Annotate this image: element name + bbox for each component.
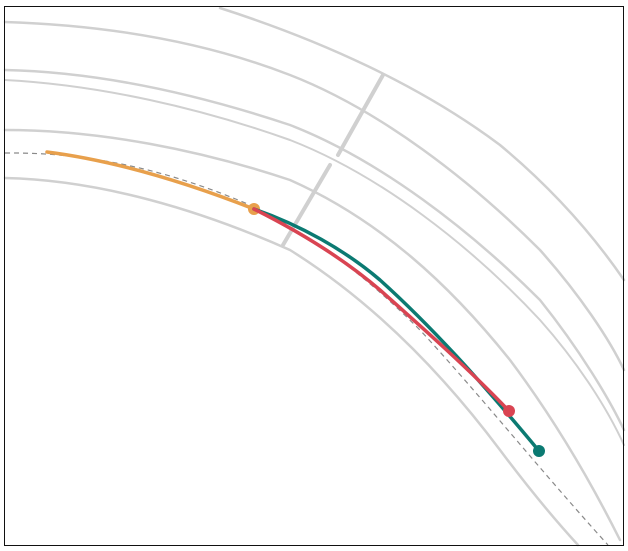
lane-line — [3, 68, 626, 432]
lane-line — [3, 128, 622, 542]
predicted-trajectory-line — [252, 207, 511, 413]
frame-border — [4, 6, 624, 546]
lane-crossing — [336, 73, 385, 157]
lane-markings — [3, 6, 626, 547]
lane-line — [4, 79, 625, 446]
predicted-trajectory-endpoint — [503, 405, 515, 417]
history-trajectory-line — [45, 150, 256, 211]
lane-line — [3, 20, 626, 372]
lane-crossing — [281, 163, 332, 247]
predicted-trajectory — [252, 207, 515, 417]
lane-line — [3, 176, 580, 547]
lane-line — [218, 6, 626, 282]
ground-truth-trajectory-endpoint — [533, 445, 545, 457]
